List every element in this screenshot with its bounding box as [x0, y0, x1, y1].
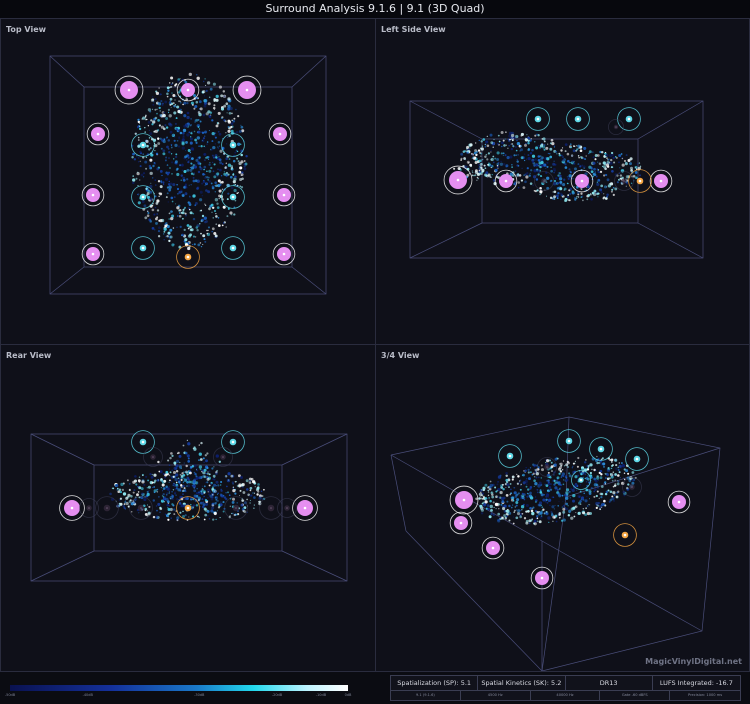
rear-view-panel[interactable]: Rear View [0, 344, 376, 672]
lufs-metric: LUFS Integrated: -16.7 [659, 679, 733, 687]
panel-title: Top View [6, 25, 47, 34]
lfe-speaker-icon [176, 496, 200, 520]
panel-title: Rear View [6, 351, 52, 360]
top-view-panel[interactable]: Top View [0, 18, 376, 345]
height-speaker-icon [131, 236, 155, 260]
panel-title: 3/4 View [381, 351, 420, 360]
ghost-speaker-icon [95, 496, 119, 520]
height-speaker-icon [131, 430, 155, 454]
speaker-icon [667, 490, 691, 514]
height-speaker-icon [221, 133, 245, 157]
scale-tick: -30dB [194, 693, 205, 697]
height-speaker-icon [557, 429, 581, 453]
quarter-view-canvas[interactable] [376, 345, 749, 671]
speaker-icon [530, 566, 554, 590]
top-view-canvas[interactable] [1, 19, 375, 344]
window-title: Surround Analysis 9.1.6 | 9.1 (3D Quad) [0, 0, 750, 19]
speaker-icon [449, 511, 473, 535]
scale-tick: -40dB [82, 693, 93, 697]
spatialization-metric: Spatialization (SP): 5.1 [391, 676, 479, 690]
ghost-speaker-icon [129, 496, 153, 520]
speaker-group [81, 75, 296, 269]
height-speaker-icon [566, 107, 590, 131]
speaker-icon [649, 169, 673, 193]
dynamic-range-metric: DR13 [566, 676, 653, 690]
scale-tick: -20dB [271, 693, 283, 697]
left-view-canvas[interactable] [376, 19, 749, 344]
speaker-icon [232, 75, 262, 105]
height-speaker-icon [131, 133, 155, 157]
ghost-speaker-icon [143, 447, 163, 467]
speaker-group [59, 430, 318, 521]
speaker-icon [292, 495, 318, 521]
height-speaker-icon [221, 185, 245, 209]
speaker-icon [570, 169, 594, 193]
particle-cloud [131, 72, 248, 251]
ghost-speaker-icon [614, 171, 634, 191]
rear-view-canvas[interactable] [1, 345, 375, 671]
meta-cell: Precision: 1000 ms [688, 693, 723, 697]
panel-title: Left Side View [381, 25, 446, 34]
meta-cell: 40000 Hz [531, 690, 601, 701]
db-color-scale [10, 685, 348, 691]
height-speaker-icon [131, 185, 155, 209]
height-speaker-icon [221, 236, 245, 260]
ghost-speaker-icon [259, 496, 283, 520]
speaker-group [443, 107, 673, 195]
speaker-icon [494, 169, 518, 193]
speaker-icon [59, 495, 85, 521]
height-speaker-icon [617, 107, 641, 131]
ghost-speaker-icon [537, 457, 557, 477]
scale-tick: -50dB [4, 693, 16, 697]
scale-tick: 0dB [344, 693, 352, 697]
particle-cloud [475, 455, 637, 526]
ghost-speaker-icon [607, 119, 624, 136]
speaker-icon [81, 183, 105, 207]
quarter-view-panel[interactable]: 3/4 View [375, 344, 750, 672]
height-speaker-icon [221, 430, 245, 454]
ghost-speaker-icon [277, 498, 297, 518]
footer-bar: -50dB -40dB -30dB -20dB -10dB 0dB Spatia… [0, 671, 750, 704]
left-view-panel[interactable]: Left Side View [375, 18, 750, 345]
ghost-speaker-icon [534, 171, 554, 191]
particle-cloud [453, 130, 642, 203]
spatial-kinetics-metric: Spatial Kinetics (SK): 5.2 [478, 676, 566, 690]
height-speaker-icon [498, 444, 522, 468]
speaker-group [449, 429, 691, 590]
speaker-icon [86, 122, 110, 146]
ghost-speaker-icon [622, 477, 642, 497]
height-speaker-icon [571, 470, 591, 490]
speaker-icon [449, 485, 479, 515]
watermark: MagicVinylDigital.net [645, 657, 742, 666]
db-scale-ticks: -50dB -40dB -30dB -20dB -10dB 0dB [5, 693, 352, 701]
height-speaker-icon [526, 107, 550, 131]
lfe-speaker-icon [176, 245, 200, 269]
speaker-icon [481, 536, 505, 560]
height-speaker-icon [625, 447, 649, 471]
speaker-icon [114, 75, 144, 105]
speaker-icon [272, 183, 296, 207]
particle-cloud [109, 439, 266, 522]
ghost-speaker-icon [213, 447, 233, 467]
meta-cell: 4500 Hz [461, 690, 531, 701]
speaker-icon [272, 242, 296, 266]
speaker-icon [443, 165, 473, 195]
metrics-table: Spatialization (SP): 5.1 Spatial Kinetic… [390, 675, 741, 701]
speaker-icon [81, 242, 105, 266]
ghost-speaker-icon [224, 496, 248, 520]
speaker-icon [268, 122, 292, 146]
height-speaker-icon [589, 437, 613, 461]
meta-cell: 9.1 (9.1.6) [391, 690, 461, 701]
ghost-speaker-icon [79, 498, 99, 518]
lfe-speaker-icon [613, 523, 637, 547]
scale-tick: -10dB [315, 693, 327, 697]
speaker-icon [176, 78, 200, 102]
lfe-speaker-icon [628, 169, 652, 193]
meta-cell: Gate -60 dBFS [600, 690, 671, 701]
